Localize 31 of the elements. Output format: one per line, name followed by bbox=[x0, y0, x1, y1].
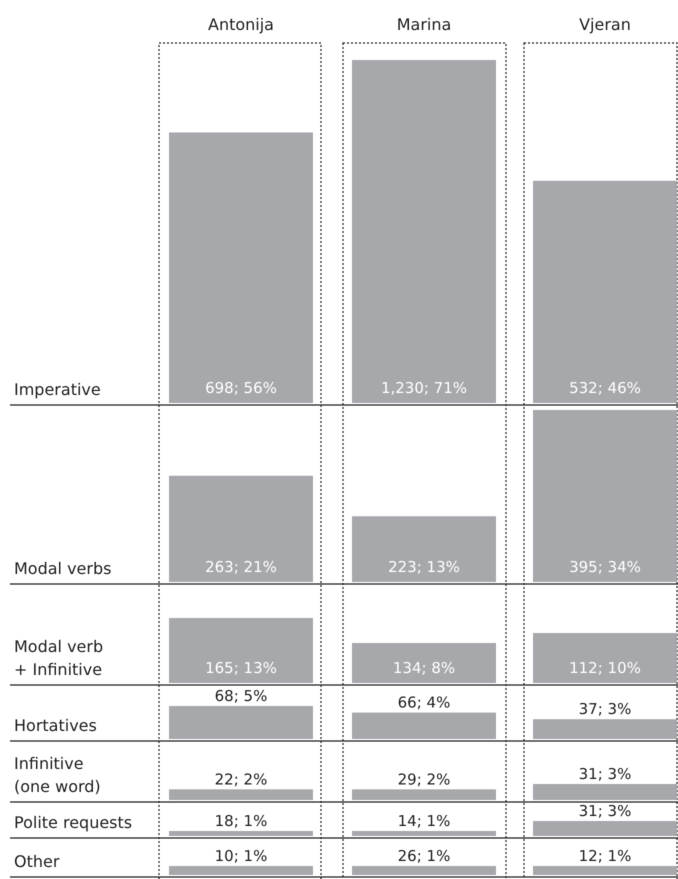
data-label: 395; 34% bbox=[569, 558, 641, 576]
data-label: 532; 46% bbox=[569, 379, 641, 397]
data-label: 31; 3% bbox=[578, 765, 632, 783]
data-label: 37; 3% bbox=[578, 700, 632, 718]
y-axis-title: Imperative bbox=[14, 380, 101, 399]
y-axis-title: Polite requests bbox=[14, 813, 132, 832]
data-label: 18; 1% bbox=[214, 812, 268, 830]
data-label: 22; 2% bbox=[214, 770, 268, 788]
data-label: 10; 1% bbox=[214, 847, 268, 865]
data-label: 26; 1% bbox=[398, 847, 450, 865]
data-label: 12; 1% bbox=[578, 847, 632, 865]
x-tick-label: Antonija bbox=[208, 15, 274, 34]
data-label: 263; 21% bbox=[205, 558, 277, 576]
y-axis-title: Other bbox=[14, 852, 60, 871]
data-label: 1,230; 71% bbox=[380, 379, 468, 397]
data-label: 698; 56% bbox=[205, 379, 277, 397]
data-label: 14; 1% bbox=[398, 812, 450, 830]
data-label: 29; 2% bbox=[398, 770, 450, 788]
x-tick-label: Vjeran bbox=[579, 15, 631, 34]
y-axis-title: Hortatives bbox=[14, 716, 97, 735]
y-axis-title: Modal verb + Infinitive bbox=[14, 637, 104, 679]
data-label: 31; 3% bbox=[578, 802, 632, 820]
y-axis-title: Modal verbs bbox=[14, 559, 112, 578]
data-label: 66; 4% bbox=[398, 694, 450, 712]
y-axis-title: Infinitive (one word) bbox=[14, 754, 101, 796]
data-label: 134; 8% bbox=[392, 659, 456, 677]
data-label: 68; 5% bbox=[214, 687, 268, 705]
data-label: 165; 13% bbox=[205, 659, 277, 677]
x-tick-label: Marina bbox=[396, 15, 452, 34]
data-label: 112; 10% bbox=[569, 659, 641, 677]
data-label: 223; 13% bbox=[388, 558, 460, 576]
